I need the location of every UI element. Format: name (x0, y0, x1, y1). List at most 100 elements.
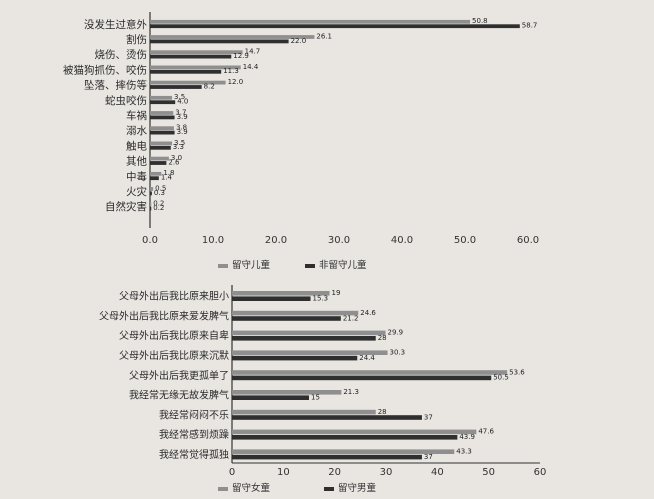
data-label: 3.9 (177, 128, 188, 136)
bar-series-a (232, 291, 330, 296)
data-label: 0.2 (153, 200, 164, 208)
data-label: 50.8 (472, 17, 488, 25)
category-label: 割伤 (126, 33, 147, 46)
data-label: 28 (378, 334, 387, 342)
category-label: 我经常闷闷不乐 (159, 408, 229, 421)
bar-series-b (150, 54, 232, 59)
bar-series-b (150, 206, 152, 211)
category-label: 火灾 (126, 185, 147, 198)
category-label: 父母外出后我比原来胆小 (119, 290, 229, 303)
data-label: 21.3 (343, 388, 359, 396)
bar-series-b (150, 24, 520, 29)
bar-series-b (150, 191, 152, 196)
x-tick-label: 10.0 (202, 235, 224, 246)
bar-series-b (232, 415, 422, 420)
x-tick-label: 60 (534, 467, 547, 478)
x-tick-label: 20.0 (265, 235, 287, 246)
data-label: 58.7 (522, 22, 538, 30)
bar-series-a (232, 370, 508, 375)
bar-series-b (150, 39, 289, 44)
legend-label: 留守女童 (232, 482, 271, 494)
data-label: 12.0 (228, 78, 244, 86)
data-label: 15 (311, 394, 320, 402)
data-label: 3.3 (173, 143, 184, 151)
x-tick-label: 30 (380, 467, 393, 478)
data-label: 3.5 (174, 139, 185, 147)
bar-series-b (232, 435, 458, 440)
x-tick-label: 0.0 (142, 235, 158, 246)
data-label: 0.5 (155, 184, 166, 192)
category-label: 其他 (126, 155, 147, 168)
bar-series-a (232, 409, 376, 415)
category-label: 坠落、摔伤等 (84, 79, 147, 92)
bar-series-b (232, 355, 358, 361)
bar-series-a (232, 310, 359, 316)
bar-series-b (150, 176, 159, 181)
category-label: 父母外出后我比原来爱发脾气 (99, 309, 229, 322)
bar-series-a (232, 429, 477, 435)
bar-series-a (150, 156, 169, 161)
data-label: 15.3 (313, 295, 329, 303)
bar-series-a (232, 350, 388, 355)
data-label: 28 (378, 408, 387, 416)
category-label: 没发生过意外 (84, 18, 147, 31)
category-label: 车祸 (126, 109, 147, 122)
bar-series-a (150, 202, 152, 207)
data-label: 0.2 (153, 204, 164, 212)
data-label: 11.3 (223, 67, 239, 75)
category-label: 蛇虫咬伤 (105, 94, 147, 107)
category-label: 父母外出后我更孤单了 (129, 369, 229, 382)
bar-series-b (150, 145, 171, 150)
legend-swatch (305, 264, 315, 268)
bar-series-a (150, 171, 162, 176)
data-label: 8.2 (204, 82, 215, 90)
bar-series-b (150, 115, 175, 120)
data-label: 43.9 (459, 433, 475, 441)
data-label: 3.0 (171, 154, 182, 162)
x-tick-label: 40.0 (391, 235, 413, 246)
data-label: 1.8 (163, 169, 174, 177)
x-tick-label: 50.0 (454, 235, 476, 246)
bar-series-a (232, 390, 342, 395)
data-label: 3.9 (177, 113, 188, 121)
chart-1: 0.0 10.0 20.0 30.0 40.0 50.0 60.0 没发生过意外 50.8 58.… (63, 12, 539, 271)
category-label: 父母外出后我比原来沉默 (119, 349, 229, 362)
data-label: 24.6 (360, 309, 376, 317)
category-label: 中毒 (126, 170, 147, 183)
data-label: 3.8 (176, 124, 187, 132)
x-tick-label: 10 (277, 467, 290, 478)
bar-series-b (150, 100, 176, 105)
data-label: 4.0 (177, 98, 188, 106)
legend-swatch (324, 487, 334, 491)
data-label: 19 (332, 289, 341, 297)
bar-series-a (150, 65, 241, 70)
category-label: 烧伤、烫伤 (95, 48, 148, 61)
bar-series-b (232, 336, 376, 341)
data-label: 12.9 (233, 52, 249, 60)
category-label: 被猫狗抓伤、咬伤 (63, 63, 147, 76)
category-label: 我经常觉得孤独 (159, 448, 229, 461)
data-label: 3.7 (175, 108, 186, 116)
charts-group: 0.0 10.0 20.0 30.0 40.0 50.0 60.0 没发生过意外 50.8 58.… (63, 12, 546, 494)
data-label: 14.4 (243, 63, 259, 71)
data-label: 37 (424, 453, 433, 461)
legend-swatch (218, 264, 228, 268)
category-label: 我经常无缘无故发脾气 (129, 389, 229, 402)
data-label: 53.6 (509, 368, 525, 376)
data-label: 50.5 (493, 374, 509, 382)
bar-series-b (232, 454, 422, 460)
bar-series-a (232, 330, 386, 336)
data-label: 43.3 (456, 448, 472, 456)
x-tick-label: 50 (482, 467, 495, 478)
data-label: 22.0 (291, 37, 307, 45)
data-label: 14.7 (245, 48, 261, 56)
x-tick-label: 60.0 (517, 235, 539, 246)
bar-series-b (232, 316, 341, 321)
data-label: 3.5 (174, 93, 185, 101)
data-label: 37 (424, 413, 433, 421)
bar-series-b (232, 375, 492, 381)
bar-series-a (150, 111, 174, 115)
bar-series-b (150, 161, 167, 165)
